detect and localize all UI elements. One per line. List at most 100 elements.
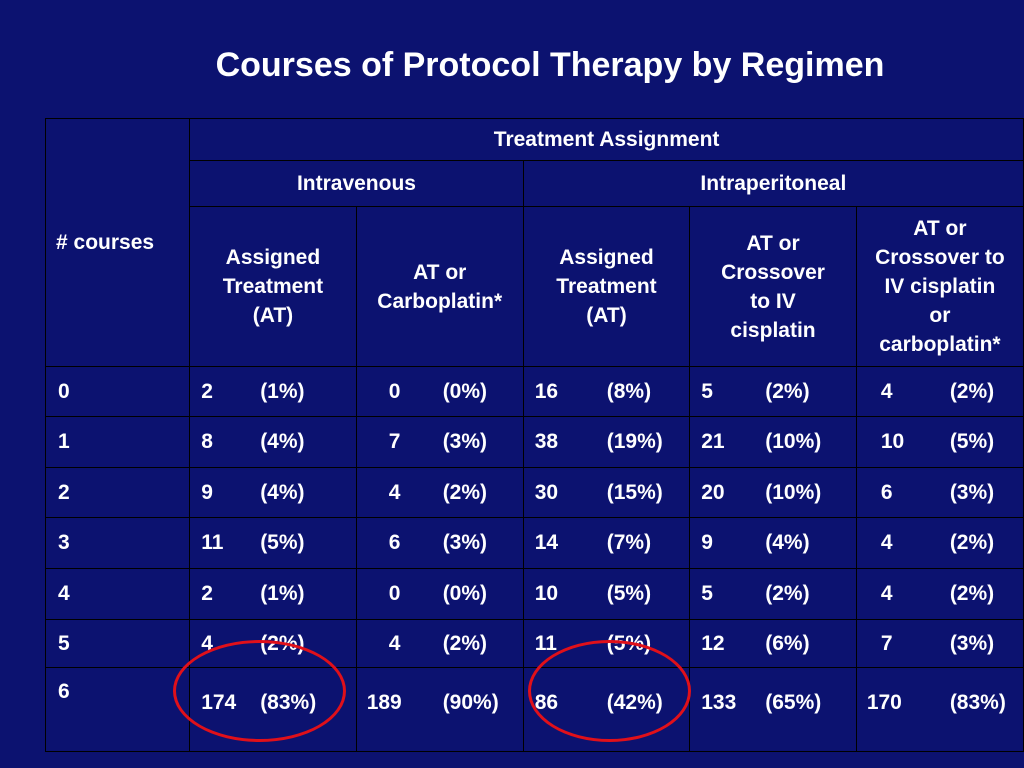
cell-percent: (2%) — [949, 531, 995, 554]
cell-percent: (65%) — [765, 691, 822, 714]
cell-count: 8 — [201, 430, 213, 453]
table-row: 1 8 (4%) 7 (3%) 38 (19%) 21 (10%) 10 (5%) — [44, 416, 1024, 468]
header-col-ip-assigned: Assigned Treatment (AT) — [522, 206, 691, 367]
cell-percent: (5%) — [260, 531, 305, 554]
table-row: 3 11 (5%) 6 (3%) 14 (7%) 9 (4%) 4 (2%) — [44, 517, 1024, 569]
header-line: Assigned — [225, 246, 321, 269]
row-courses-label: 3 — [44, 517, 191, 569]
cell-percent: (0%) — [442, 379, 488, 403]
cell-count: 14 — [534, 531, 559, 554]
table-row: 4 2 (1%) 0 (0%) 10 (5%) 5 (2%) 4 (2%) — [44, 568, 1024, 620]
cell-percent: (10%) — [765, 480, 822, 504]
cell-ip-crossover-cisplatin: 5 (2%) — [689, 366, 857, 417]
cell-count: 10 — [880, 430, 905, 453]
cell-count: 133 — [701, 691, 737, 714]
cell-ip-crossover-cisplatin-carboplatin: 4 (2%) — [855, 568, 1024, 620]
cell-iv-at-or-carboplatin: 7 (3%) — [355, 416, 524, 468]
cell-iv-at-or-carboplatin: 0 (0%) — [355, 366, 524, 417]
cell-count: 4 — [388, 480, 401, 504]
cell-percent: (90%) — [442, 691, 499, 714]
cell-iv-at-or-carboplatin: 4 (2%) — [355, 467, 524, 518]
cell-percent: (4%) — [260, 430, 305, 453]
cell-count: 30 — [534, 480, 559, 504]
header-line: (AT) — [252, 304, 294, 327]
row-courses-label: 5 — [44, 619, 191, 668]
cell-percent: (5%) — [949, 430, 995, 453]
cell-count: 6 — [880, 480, 893, 504]
cell-count: 4 — [388, 631, 401, 655]
cell-percent: (2%) — [765, 379, 810, 403]
highlight-circle-ip-assigned-6 — [528, 640, 691, 742]
cell-percent: (1%) — [260, 379, 305, 403]
cell-iv-assigned: 8 (4%) — [189, 416, 357, 468]
cell-ip-assigned: 10 (5%) — [522, 568, 691, 620]
cell-ip-crossover-cisplatin: 133 (65%) — [689, 667, 857, 752]
cell-percent: (1%) — [260, 582, 305, 605]
row-courses-label: 2 — [44, 467, 191, 518]
cell-iv-assigned: 9 (4%) — [189, 467, 357, 518]
cell-percent: (3%) — [442, 531, 488, 554]
cell-ip-crossover-cisplatin: 12 (6%) — [689, 619, 857, 668]
header-courses: # courses — [44, 118, 191, 367]
header-line: Assigned — [559, 246, 654, 269]
cell-percent: (3%) — [442, 430, 488, 453]
header-col-iv-assigned: Assigned Treatment (AT) — [189, 206, 357, 367]
header-line: (AT) — [586, 304, 627, 327]
cell-count: 20 — [701, 480, 725, 504]
cell-percent: (83%) — [949, 691, 1006, 714]
cell-ip-crossover-cisplatin-carboplatin: 4 (2%) — [855, 517, 1024, 569]
cell-count: 21 — [701, 430, 725, 453]
cell-iv-at-or-carboplatin: 6 (3%) — [355, 517, 524, 569]
row-courses-label: 1 — [44, 416, 191, 468]
cell-percent: (6%) — [765, 631, 810, 655]
cell-ip-crossover-cisplatin-carboplatin: 6 (3%) — [855, 467, 1024, 518]
cell-count: 170 — [866, 691, 902, 714]
cell-count: 5 — [701, 379, 713, 403]
cell-percent: (3%) — [949, 480, 995, 504]
cell-ip-assigned: 30 (15%) — [522, 467, 691, 518]
row-courses-label: 4 — [44, 568, 191, 620]
cell-iv-at-or-carboplatin: 189 (90%) — [355, 667, 524, 752]
cell-ip-crossover-cisplatin: 5 (2%) — [689, 568, 857, 620]
cell-percent: (19%) — [606, 430, 663, 453]
cell-percent: (8%) — [606, 379, 652, 403]
cell-iv-at-or-carboplatin: 0 (0%) — [355, 568, 524, 620]
header-treatment-assignment: Treatment Assignment — [189, 118, 1024, 161]
highlight-circle-iv-assigned-6 — [173, 640, 346, 742]
cell-ip-crossover-cisplatin-carboplatin: 4 (2%) — [855, 366, 1024, 417]
cell-count: 0 — [388, 379, 401, 403]
table-body: 0 2 (1%) 0 (0%) 16 (8%) 5 (2%) 4 (2%) 1 8 (4%) 7 (3%) 38… — [44, 366, 1024, 752]
cell-count: 16 — [534, 379, 559, 403]
cell-ip-crossover-cisplatin-carboplatin: 7 (3%) — [855, 619, 1024, 668]
cell-percent: (2%) — [442, 480, 488, 504]
header-line: Crossover — [721, 260, 825, 284]
therapy-courses-table: # courses Treatment Assignment Intraveno… — [44, 118, 1024, 752]
cell-count: 38 — [534, 430, 559, 453]
header-line: AT or — [913, 217, 967, 240]
cell-count: 7 — [880, 631, 893, 655]
header-col-ip-crossover-cisplatin-carboplatin: AT or Crossover to IV cisplatin or carbo… — [855, 206, 1024, 367]
cell-count: 0 — [388, 582, 401, 605]
cell-ip-crossover-cisplatin: 20 (10%) — [689, 467, 857, 518]
cell-iv-assigned: 11 (5%) — [189, 517, 357, 569]
cell-ip-crossover-cisplatin: 21 (10%) — [689, 416, 857, 468]
header-col-iv-at-or-carboplatin: AT or Carboplatin* — [355, 206, 524, 367]
cell-percent: (0%) — [442, 582, 488, 605]
cell-percent: (2%) — [949, 582, 995, 605]
cell-ip-crossover-cisplatin-carboplatin: 170 (83%) — [855, 667, 1024, 752]
header-line: Treatment — [556, 275, 657, 298]
header-line: Crossover to — [875, 246, 1005, 269]
header-line: IV cisplatin — [884, 275, 996, 298]
header-line: to IV — [750, 289, 796, 313]
cell-count: 4 — [880, 582, 893, 605]
cell-percent: (15%) — [606, 480, 663, 504]
table-row: 0 2 (1%) 0 (0%) 16 (8%) 5 (2%) 4 (2%) — [44, 366, 1024, 417]
cell-count: 10 — [534, 582, 559, 605]
cell-count: 7 — [388, 430, 401, 453]
header-group-intraperitoneal: Intraperitoneal — [522, 160, 1024, 207]
cell-percent: (2%) — [765, 582, 810, 605]
cell-percent: (2%) — [949, 379, 995, 403]
cell-iv-at-or-carboplatin: 4 (2%) — [355, 619, 524, 668]
cell-count: 9 — [201, 480, 213, 504]
therapy-courses-table-container: # courses Treatment Assignment Intraveno… — [44, 118, 1024, 752]
